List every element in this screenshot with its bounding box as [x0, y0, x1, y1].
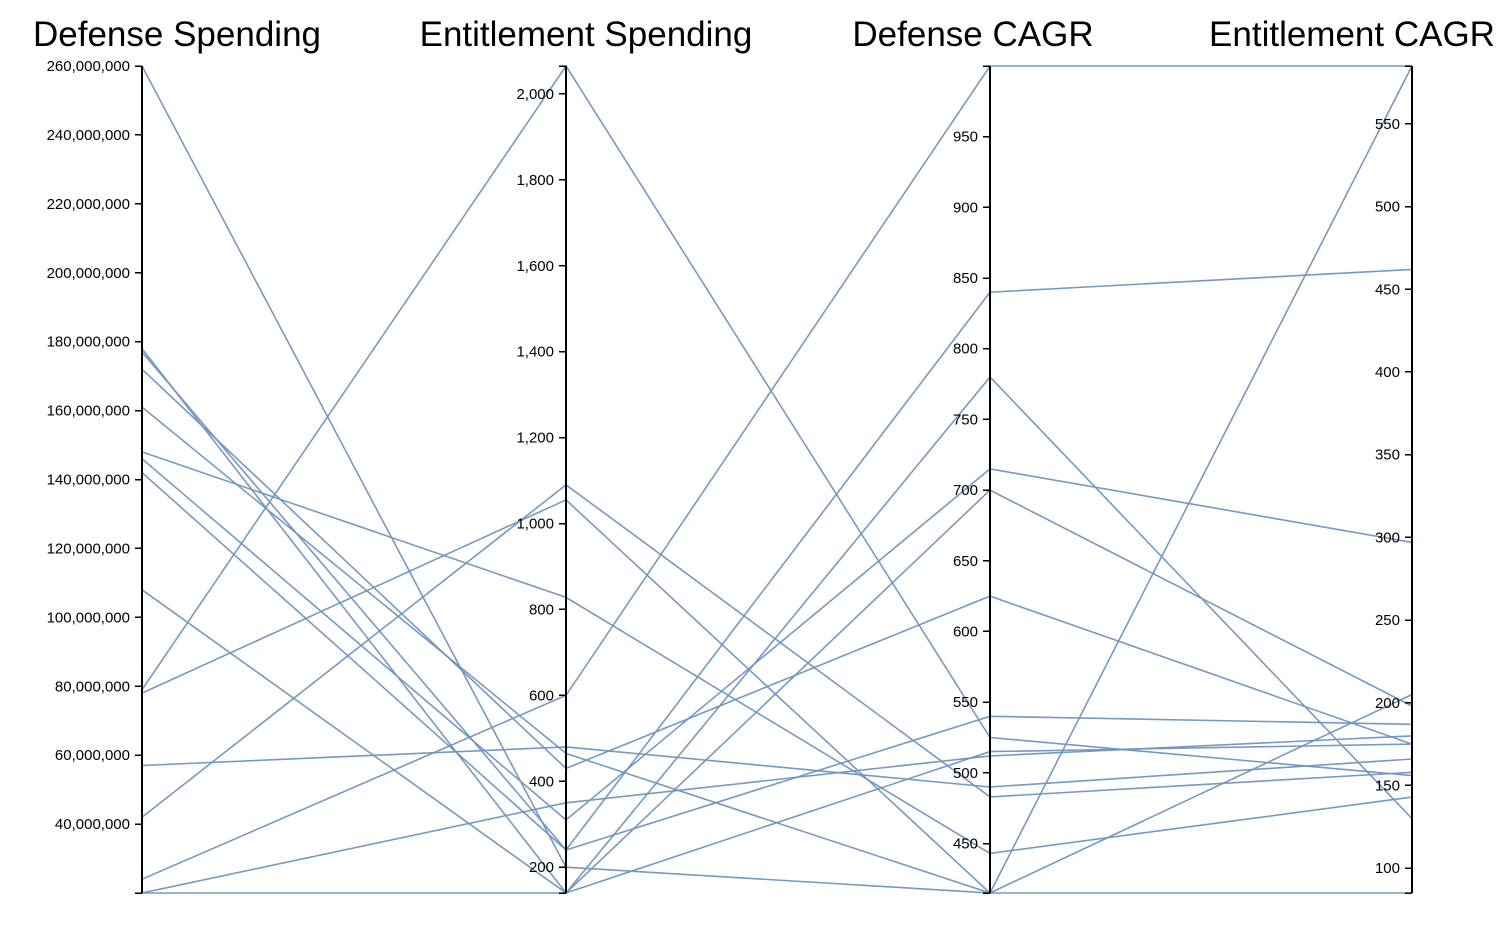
tick-label: 900: [953, 199, 978, 216]
tick-label: 100,000,000: [47, 609, 130, 626]
data-line-9: [141, 375, 1413, 895]
tick-label: 750: [953, 411, 978, 428]
tick-label: 200: [529, 859, 554, 876]
data-lines: [141, 64, 1413, 895]
tick-label: 300: [1375, 529, 1400, 546]
data-line-15: [141, 735, 1413, 894]
data-line-14: [141, 65, 1412, 880]
tick-label: 850: [953, 270, 978, 287]
tick-label: 140,000,000: [47, 472, 130, 489]
tick-label: 180,000,000: [47, 334, 130, 351]
tick-label: 400: [1375, 364, 1400, 381]
data-line-5: [141, 406, 1413, 894]
axis-title-2: Entitlement Spending: [420, 15, 753, 54]
tick-label: 220,000,000: [47, 196, 130, 213]
tick-label: 80,000,000: [55, 678, 130, 695]
tick-label: 500: [953, 765, 978, 782]
data-line-13: [141, 483, 1413, 818]
data-line-6: [141, 451, 1413, 855]
tick-label: 200,000,000: [47, 265, 130, 282]
data-line-3: [141, 268, 1413, 852]
tick-label: 60,000,000: [55, 747, 130, 764]
data-line-7: [141, 458, 1413, 822]
tick-label: 650: [953, 553, 978, 570]
axes: 40,000,000 60,000,000 80,000,000 100,000,00…: [47, 58, 1413, 894]
tick-label: 500: [1375, 199, 1400, 216]
tick-label: 1,600: [516, 258, 554, 275]
tick-label: 350: [1375, 447, 1400, 464]
tick-label: 400: [529, 773, 554, 790]
tick-label: 1,800: [516, 172, 554, 189]
tick-label: 40,000,000: [55, 816, 130, 833]
axis-title-4: Entitlement CAGR: [1209, 15, 1495, 54]
data-line-8: [141, 472, 1413, 851]
tick-label: 260,000,000: [47, 58, 130, 75]
axis-titles: Defense Spending Entitlement Spending Defe…: [33, 15, 1495, 54]
axis-title-1: Defense Spending: [33, 15, 321, 54]
tick-label: 450: [1375, 281, 1400, 298]
tick-label: 950: [953, 129, 978, 146]
axis-4: 100 150 200 250 300 350 400 450 500 550: [1375, 65, 1413, 894]
tick-label: 1,400: [516, 344, 554, 361]
tick-label: 100: [1375, 860, 1400, 877]
axis-1: 40,000,000 60,000,000 80,000,000 100,000,00…: [47, 58, 143, 894]
tick-label: 120,000,000: [47, 540, 130, 557]
data-line-10: [141, 64, 1413, 777]
data-line-11: [141, 498, 1412, 894]
data-line-12: [141, 746, 1413, 788]
tick-label: 600: [953, 623, 978, 640]
axis-title-3: Defense CAGR: [852, 15, 1093, 54]
axis-3: 450 500 550 600 650 700 750 800 850 900 950: [953, 65, 991, 894]
axis-2: 200 400 600 800 1,000 1,200 1,400 1,600 1,800 2,0…: [516, 65, 567, 894]
data-line-4: [141, 368, 1413, 770]
tick-label: 240,000,000: [47, 127, 130, 144]
tick-label: 200: [1375, 695, 1400, 712]
tick-label: 250: [1375, 612, 1400, 629]
tick-label: 2,000: [516, 86, 554, 103]
data-line-1: [141, 65, 1413, 894]
tick-label: 800: [953, 341, 978, 358]
tick-label: 150: [1375, 777, 1400, 794]
tick-label: 450: [953, 836, 978, 853]
tick-label: 1,200: [516, 430, 554, 447]
tick-label: 550: [953, 694, 978, 711]
tick-label: 600: [529, 687, 554, 704]
tick-label: 700: [953, 482, 978, 499]
tick-label: 550: [1375, 116, 1400, 133]
tick-label: 1,000: [516, 516, 554, 533]
data-line-16: [142, 743, 1413, 894]
tick-label: 160,000,000: [47, 403, 130, 420]
tick-label: 800: [529, 601, 554, 618]
